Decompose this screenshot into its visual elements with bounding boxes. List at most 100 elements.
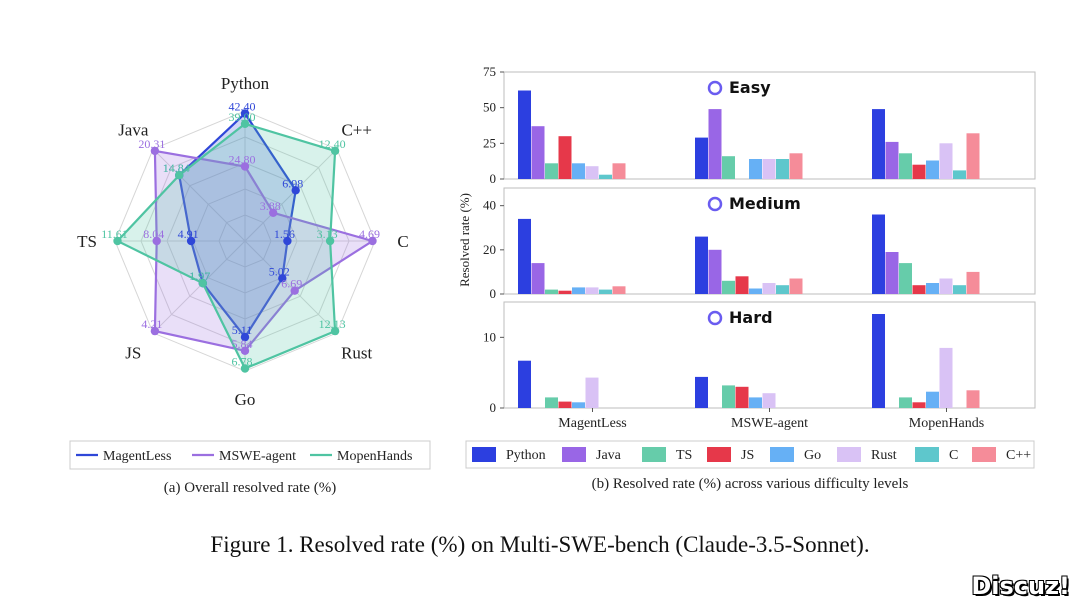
legend-label-c: C: [949, 448, 958, 463]
bar-panel-medium: 0 20 40 Medium: [483, 187, 1036, 301]
legend-swatch-rust: [837, 447, 861, 462]
legend-swatch-python: [472, 447, 496, 462]
radar-axis-label-python: Python: [221, 74, 270, 93]
x-tick-label: MopenHands: [909, 416, 984, 431]
radar-axis-label-java: Java: [118, 120, 149, 139]
legend-swatch-c: [915, 447, 939, 462]
bar-legend: Python Java TS JS Go Rust C C++: [465, 440, 1035, 469]
radar-point-magentless: [278, 274, 287, 283]
y-tick-label: 25: [483, 135, 496, 150]
legend-label-js: JS: [741, 448, 754, 463]
radar-point-mopenhands: [113, 236, 122, 246]
radar-point-mswe-agent: [150, 326, 160, 336]
bar-mswe-agent-python: [695, 137, 708, 179]
bar-legend-box: [465, 440, 1035, 469]
bar-panel-easy: 0 25 50 75 Easy: [483, 64, 1036, 186]
bar-mopenhands-js: [912, 402, 926, 408]
legend-swatch-cplusplus: [972, 447, 996, 462]
y-tick-label: 75: [483, 64, 496, 79]
radar-point-mswe-agent: [240, 162, 250, 171]
radar-point-mswe-agent: [290, 286, 299, 295]
radar-value-label: 8.04: [143, 227, 164, 241]
panel-logo-icon: [707, 310, 723, 326]
legend-label-ts: TS: [676, 448, 692, 463]
panel-logo-icon: [707, 196, 723, 212]
radar-value-label: 1.56: [274, 227, 295, 241]
bar-chart: 0 25 50 75 Easy 0 20 40 Medium 0 10 Hard MagentLess M…: [457, 64, 1036, 469]
radar-value-label: 14.84: [163, 161, 190, 175]
radar-value-label: 1.97: [189, 269, 210, 283]
radar-value-label: 6.78: [232, 355, 253, 369]
legend-label-rust: Rust: [871, 448, 897, 463]
watermark-logo: Discuz!: [971, 572, 1070, 600]
bar-mswe-agent-js: [735, 386, 749, 408]
radar-value-label: 4.21: [141, 317, 162, 331]
bar-mopenhands-js: [912, 164, 926, 179]
bar-mswe-agent-ts: [722, 385, 735, 408]
bar-magentless-java: [531, 263, 545, 294]
bar-magentless-ts: [545, 397, 558, 408]
y-tick-label: 0: [490, 171, 497, 186]
bar-mswe-agent-java: [708, 249, 722, 294]
bar-mopenhands-rust: [939, 278, 953, 294]
radar-point-mopenhands: [325, 236, 335, 246]
radar-legend: MagentLess MSWE-agent MopenHands: [69, 440, 431, 470]
bar-magentless-cplusplus: [612, 286, 626, 294]
radar-axis-label-rust: Rust: [341, 344, 372, 363]
bar-magentless-js: [558, 290, 572, 294]
radar-point-magentless: [240, 332, 250, 342]
legend-swatch-ts: [642, 447, 666, 462]
radar-value-label: 3.88: [260, 199, 281, 213]
radar-axis-label-cplusplus: C++: [341, 120, 372, 139]
radar-value-label: 3.13: [317, 227, 338, 241]
radar-spoke: [152, 240, 246, 334]
radar-value-label: 14.84: [163, 161, 190, 175]
radar-point-magentless: [240, 109, 250, 118]
radar-value-label: 4.91: [178, 227, 199, 241]
bar-mopenhands-go: [926, 283, 939, 294]
bar-mopenhands-ts: [899, 263, 912, 294]
bar-magentless-rust: [585, 166, 599, 179]
bar-magentless-go: [572, 402, 585, 408]
bar-magentless-c: [599, 289, 612, 294]
bar-mswe-agent-js: [735, 276, 749, 294]
radar-value-label: 24.80: [229, 153, 256, 167]
bar-mopenhands-go: [926, 160, 939, 179]
radar-point-magentless: [186, 236, 196, 246]
radar-value-label: 42.40: [229, 100, 256, 114]
radar-legend-box: [69, 440, 431, 470]
bar-mswe-agent-c: [776, 159, 789, 179]
radar-point-mswe-agent: [152, 236, 161, 246]
y-axis-label: Resolved rate (%): [457, 193, 472, 287]
radar-value-label: 4.69: [359, 227, 380, 241]
bar-mopenhands-cplusplus: [966, 271, 980, 294]
bar-magentless-ts: [545, 289, 558, 294]
bar-magentless-js: [558, 136, 572, 179]
bar-magentless-rust: [585, 287, 599, 294]
radar-axis-label-js: JS: [125, 344, 141, 363]
radar-value-label: 5.11: [232, 323, 253, 337]
bar-mopenhands-rust: [939, 347, 953, 408]
bar-panel-title: Hard: [729, 308, 773, 327]
bar-mopenhands-js: [912, 285, 926, 294]
radar-point-mopenhands: [198, 279, 207, 288]
bar-mopenhands-go: [926, 391, 939, 408]
bar-magentless-cplusplus: [612, 163, 626, 179]
legend-swatch-java: [562, 447, 586, 462]
radar-value-label: 39.00: [229, 110, 256, 124]
radar-point-mopenhands: [240, 364, 250, 373]
bar-mopenhands-python: [872, 214, 885, 294]
y-tick-label: 10: [483, 329, 496, 344]
y-tick-label: 40: [483, 198, 496, 213]
radar-point-mopenhands: [330, 146, 340, 156]
bar-magentless-ts: [545, 163, 558, 179]
bar-mopenhands-java: [885, 141, 899, 179]
radar-point-magentless: [283, 236, 292, 246]
radar-spoke: [244, 148, 338, 242]
bar-caption: (b) Resolved rate (%) across various dif…: [591, 476, 909, 492]
panel-logo-icon: [707, 80, 723, 96]
radar-caption: (a) Overall resolved rate (%): [163, 480, 337, 496]
bar-mswe-agent-rust: [762, 393, 776, 408]
legend-label-mswe-agent: MSWE-agent: [219, 449, 296, 464]
radar-point-mswe-agent: [240, 346, 250, 355]
